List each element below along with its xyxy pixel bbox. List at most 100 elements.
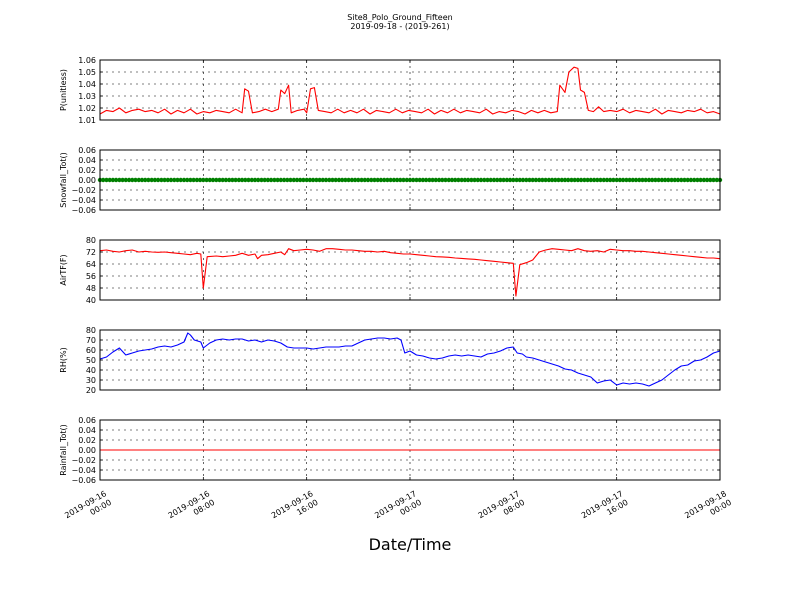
panel-5: −0.06−0.04−0.020.000.020.040.06 Rainfall_… [59,416,721,485]
data-point [679,177,684,183]
data-point [365,177,371,183]
data-point [233,177,238,183]
data-point [562,177,568,183]
panel-3: 40 48 56 64 72 80 AirTF(F) [59,236,721,305]
data-point [624,177,629,183]
data-point [401,177,406,183]
data-point [123,177,128,183]
data-point [343,177,348,183]
data-point [633,177,639,183]
data-point [149,177,154,183]
panel-2: −0.06−0.04−0.020.000.020.040.06 Snowfall_… [59,146,723,215]
data-point [453,177,458,183]
data-point [511,177,516,183]
y-tick-label: 30 [86,376,96,385]
data-point [404,177,409,183]
data-point [704,177,710,183]
y-tick-label: 20 [86,386,96,395]
data-point [546,177,552,183]
data-point [291,177,296,183]
data-point [146,177,151,183]
data-point [272,177,277,183]
data-point [107,177,112,183]
x-axis-ticks: 2019-09-1600:00 2019-09-1608:00 2019-09-16… [63,489,733,529]
y-axis-label: Rainfall_Tot() [59,424,68,476]
data-point [327,177,332,183]
data-point [162,177,167,183]
data-point [440,177,445,183]
data-point [469,177,474,183]
panel-1: 1.01 1.02 1.03 1.04 1.05 1.06 P(unitless) [59,56,721,125]
data-point [669,177,674,183]
data-point [653,177,658,183]
data-point [595,177,600,183]
data-point [210,177,216,183]
data-point [578,177,584,183]
data-series-line [99,248,721,297]
y-tick-label: −0.04 [71,196,96,205]
data-point [478,177,484,183]
data-point [569,177,574,183]
data-series-line [99,66,721,115]
data-point [113,177,119,183]
x-tick-label: 2019-09-1608:00 [167,489,217,529]
data-point [336,177,342,183]
data-point [126,177,132,183]
data-point [246,177,251,183]
y-tick-label: 0.04 [78,156,96,165]
data-series-line [99,332,721,387]
y-tick-label: 50 [86,356,96,365]
data-point [256,177,261,183]
data-point [181,177,187,183]
data-point [427,177,432,183]
data-point [572,177,577,183]
data-point [197,177,203,183]
data-point [372,177,377,183]
data-point [262,177,267,183]
data-point [462,177,468,183]
data-point [436,177,442,183]
data-point [501,177,506,183]
data-point [640,177,645,183]
data-point [604,177,610,183]
y-tick-label: −0.04 [71,466,96,475]
y-tick-label: 0.06 [78,416,96,425]
y-tick-label: 0.06 [78,146,96,155]
y-tick-label: 80 [86,236,96,245]
x-tick-label: 2019-09-1700:00 [373,489,423,529]
y-tick-label: 64 [86,260,96,269]
data-point [591,177,597,183]
data-point [620,177,626,183]
data-point [320,177,325,183]
y-tick-label: 56 [86,272,96,281]
y-axis-label: P(unitless) [59,69,68,111]
data-point [417,177,422,183]
data-point [491,177,497,183]
data-point [143,177,148,183]
chart-title: Site8_Polo_Ground_Fifteen [347,13,452,22]
data-point [407,177,413,183]
data-point [475,177,480,183]
data-point [537,177,542,183]
data-point [369,177,374,183]
y-tick-label: 40 [86,296,96,305]
data-point [139,177,145,183]
data-point [346,177,351,183]
y-tick-label: −0.02 [71,186,96,195]
data-point [504,177,510,183]
data-point [191,177,196,183]
data-point [482,177,487,183]
data-point [659,177,665,183]
y-tick-label: 1.06 [78,56,96,65]
data-point [495,177,500,183]
data-point [556,177,561,183]
data-point [423,177,429,183]
data-point [104,177,109,183]
data-point [391,177,397,183]
data-point [507,177,513,183]
data-point [398,177,403,183]
y-tick-label: −0.06 [71,476,96,485]
data-point [611,177,616,183]
data-point [617,177,623,183]
data-point [575,177,581,183]
